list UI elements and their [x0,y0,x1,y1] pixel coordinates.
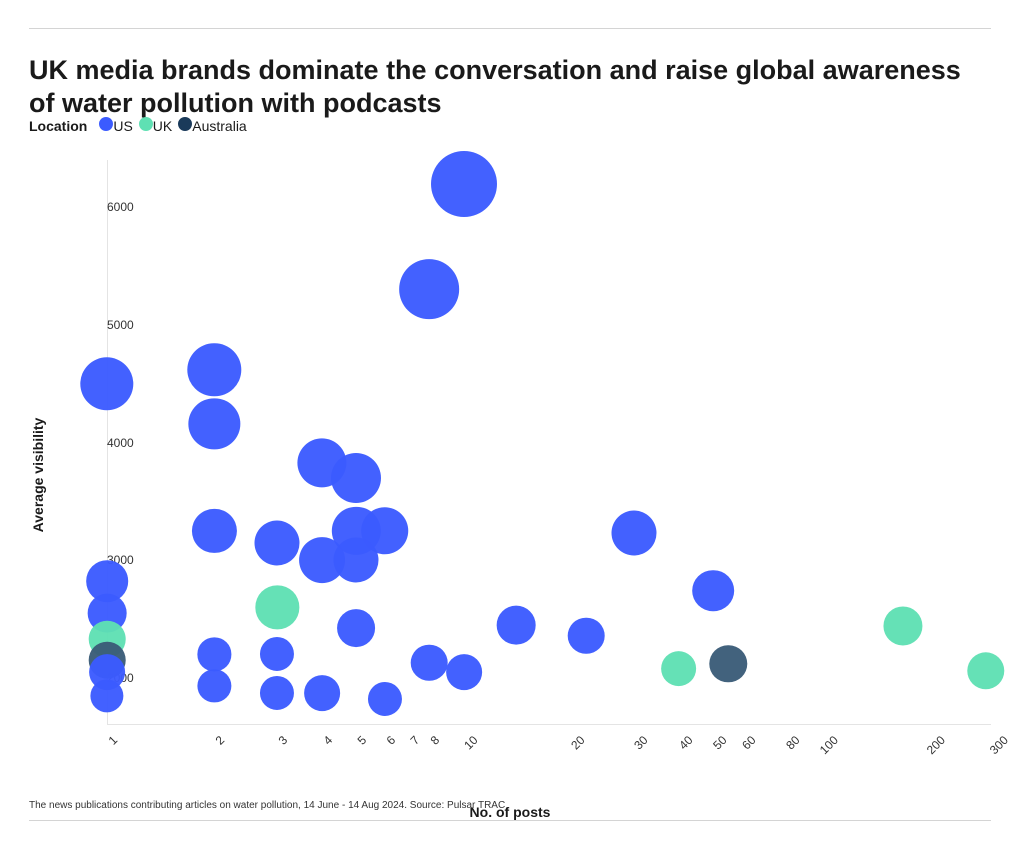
legend-dot-uk [139,117,153,131]
bubble-point [709,645,746,682]
x-tick: 1 [106,733,121,748]
bubble-point [255,520,300,565]
chart: Average visibility 200030004000500060001… [29,160,991,790]
x-tick: 80 [783,733,802,752]
bubble-point [338,610,376,648]
bubble-point [260,637,294,671]
chart-caption: The news publications contributing artic… [29,800,505,811]
top-rule [29,28,991,29]
legend: Location US UK Australia [29,117,247,134]
x-tick: 10 [461,733,480,752]
bubble-point [334,538,379,583]
x-tick: 5 [355,733,370,748]
bubble-point [331,453,381,503]
x-tick: 60 [739,733,758,752]
bubble-point [411,644,448,681]
x-tick: 3 [276,733,291,748]
bubble-point [260,676,294,710]
chart-title: UK media brands dominate the conversatio… [29,54,991,120]
bubble-point [80,357,133,410]
legend-item-us: US [113,118,132,134]
x-axis-line [107,724,991,725]
bubble-point [661,651,697,687]
x-tick: 7 [407,733,422,748]
bubble-point [883,607,922,646]
plot-area: 2000300040005000600012345678102030405060… [107,160,991,725]
x-tick: 2 [213,733,228,748]
x-tick: 40 [676,733,695,752]
x-tick: 200 [924,733,948,757]
bubble-point [568,617,605,654]
x-tick: 4 [320,733,335,748]
y-axis-label: Average visibility [30,418,46,533]
legend-item-australia: Australia [192,118,246,134]
bubble-point [192,509,236,553]
bubble-point [399,260,459,320]
page: UK media brands dominate the conversatio… [0,0,1020,849]
x-tick: 300 [987,733,1011,757]
bubble-point [304,675,340,711]
bubble-point [188,343,241,396]
bubble-point [431,151,497,217]
bubble-point [90,679,123,712]
bubble-point [446,654,482,690]
bubble-point [967,652,1004,689]
x-tick: 100 [817,733,841,757]
x-tick: 6 [383,733,398,748]
bottom-rule [29,820,991,821]
bubble-point [198,670,231,703]
x-tick: 8 [428,733,443,748]
bubble-point [198,638,231,671]
bubble-point [189,398,240,449]
legend-dot-us [99,117,113,131]
bubble-point [497,606,536,645]
legend-dot-australia [178,117,192,131]
legend-item-uk: UK [153,118,172,134]
bubble-point [256,586,299,629]
bubble-point [612,511,657,556]
legend-label: Location [29,118,87,134]
x-tick: 30 [631,733,650,752]
x-tick: 50 [711,733,730,752]
bubble-point [368,682,402,716]
x-tick: 20 [569,733,588,752]
bubble-point [692,570,734,612]
